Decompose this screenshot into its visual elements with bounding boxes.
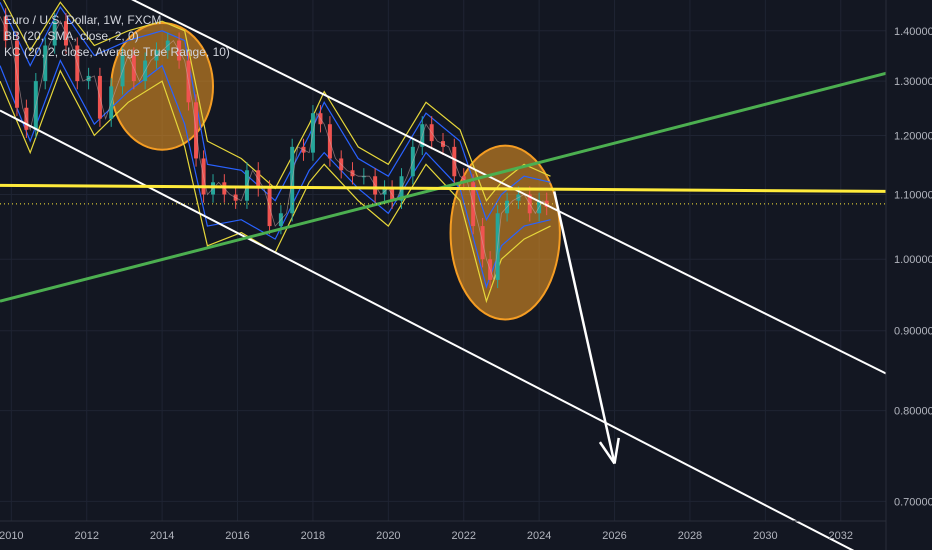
price-axis[interactable]: 1.40000 1.30000 1.20000 1.10000 1.00000 0.900… xyxy=(885,0,932,550)
time-tick-label: 2030 xyxy=(753,530,777,542)
price-tick-label: 1.40000 xyxy=(894,26,932,38)
projection-arrow-head xyxy=(613,437,620,464)
price-tick-label: 1.00000 xyxy=(894,254,932,266)
legend-keltner-channel[interactable]: KC (20, 2, close, Average True Range, 10… xyxy=(4,45,230,59)
legend-bollinger-bands[interactable]: BB (20, SMA, close, 2, 0) xyxy=(4,29,139,43)
chart-legend: Euro / U.S. Dollar, 1W, FXCM BB (20, SMA… xyxy=(4,12,230,60)
highlight-zones xyxy=(110,21,561,321)
time-tick-label: 2016 xyxy=(225,530,249,542)
time-tick-label: 2028 xyxy=(678,530,702,542)
channel-upper-line xyxy=(131,0,887,375)
trend-drawings xyxy=(0,0,887,550)
price-tick-label: 0.90000 xyxy=(894,326,932,338)
time-axis[interactable]: 2010 2012 2014 2016 2018 2020 2022 2024 2026 2028… xyxy=(0,520,886,542)
time-tick-label: 2014 xyxy=(150,530,174,542)
time-tick-label: 2012 xyxy=(74,530,98,542)
price-tick-label: 0.80000 xyxy=(894,406,932,418)
projection-arrow-shaft xyxy=(553,191,616,464)
time-tick-label: 2018 xyxy=(301,530,325,542)
time-tick-label: 2026 xyxy=(602,530,626,542)
legend-symbol[interactable]: Euro / U.S. Dollar, 1W, FXCM xyxy=(4,13,162,27)
yellow-resistance-line xyxy=(0,183,887,193)
candle-body xyxy=(361,176,366,178)
time-tick-label: 2010 xyxy=(0,530,24,542)
time-tick-label: 2020 xyxy=(376,530,400,542)
time-tick-label: 2022 xyxy=(451,530,475,542)
price-tick-label: 1.10000 xyxy=(894,190,932,202)
price-tick-label: 1.30000 xyxy=(894,76,932,88)
time-tick-label: 2024 xyxy=(527,530,551,542)
price-tick-label: 1.20000 xyxy=(894,130,932,142)
projection-arrow-head xyxy=(598,441,616,465)
time-tick-label: 2032 xyxy=(829,530,853,542)
price-tick-label: 0.70000 xyxy=(894,496,932,508)
